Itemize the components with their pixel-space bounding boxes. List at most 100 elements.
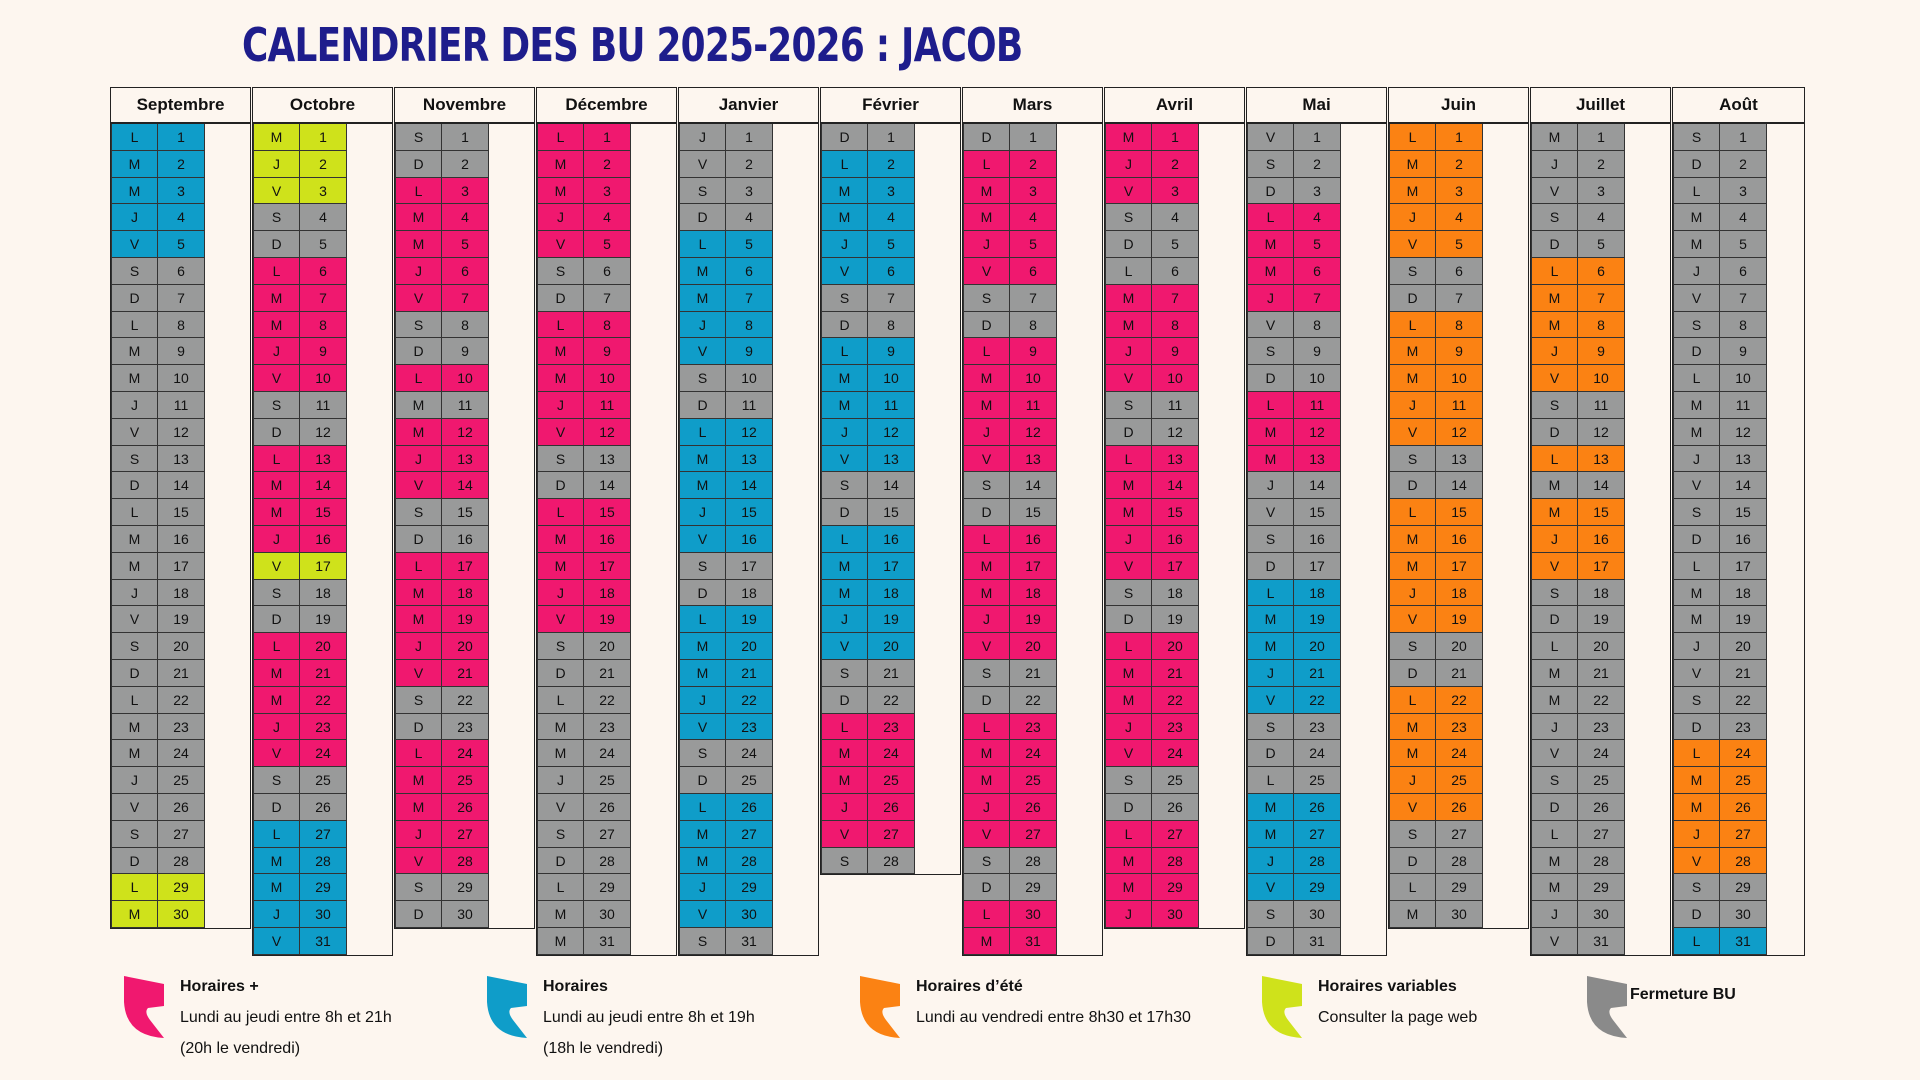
month-header: Avril bbox=[1105, 88, 1244, 124]
day-number: 10 bbox=[868, 365, 915, 392]
blank-cell bbox=[489, 740, 534, 767]
day-row: M 30 bbox=[1389, 901, 1528, 928]
weekday-letter: L bbox=[821, 338, 868, 366]
day-number: 27 bbox=[1720, 820, 1767, 848]
blank-cell bbox=[631, 794, 676, 821]
day-number: 5 bbox=[868, 231, 915, 258]
day-number: 7 bbox=[1578, 284, 1625, 312]
blank-cell bbox=[1199, 285, 1244, 312]
blank-cell bbox=[631, 821, 676, 848]
weekday-letter: D bbox=[963, 124, 1010, 151]
blank-cell bbox=[205, 714, 250, 741]
weekday-letter: V bbox=[1105, 740, 1152, 768]
month-header: Mai bbox=[1247, 88, 1386, 124]
day-row: J 30 bbox=[253, 901, 392, 928]
blank-cell bbox=[1625, 338, 1670, 365]
day-row: L 19 bbox=[679, 606, 818, 634]
day-row: M 20 bbox=[679, 633, 818, 660]
page-title: CALENDRIER DES BU 2025-2026 : JACOB bbox=[242, 18, 1023, 72]
day-row: D 16 bbox=[1673, 525, 1804, 553]
weekday-letter: M bbox=[111, 365, 158, 392]
blank-cell bbox=[915, 365, 960, 392]
legend-swatch-icon bbox=[1262, 976, 1302, 1038]
day-row: D 19 bbox=[253, 606, 392, 634]
blank-cell bbox=[915, 338, 960, 365]
weekday-letter: V bbox=[253, 552, 300, 580]
blank-cell bbox=[347, 580, 392, 607]
blank-cell bbox=[915, 124, 960, 151]
weekday-letter: M bbox=[395, 606, 442, 634]
day-number: 6 bbox=[584, 257, 631, 285]
day-number: 14 bbox=[1578, 472, 1625, 500]
weekday-letter: S bbox=[821, 847, 868, 875]
day-number: 30 bbox=[726, 901, 773, 928]
weekday-letter: D bbox=[821, 686, 868, 714]
weekday-letter: M bbox=[1105, 847, 1152, 875]
weekday-letter: J bbox=[1389, 204, 1436, 232]
weekday-letter: J bbox=[253, 525, 300, 553]
day-number: 12 bbox=[868, 418, 915, 446]
day-number: 25 bbox=[1578, 767, 1625, 794]
blank-cell bbox=[1057, 178, 1102, 205]
blank-cell bbox=[1341, 580, 1386, 607]
blank-cell bbox=[631, 258, 676, 285]
day-row: M 12 bbox=[1673, 418, 1804, 446]
day-number: 10 bbox=[1294, 365, 1341, 392]
weekday-letter: S bbox=[1531, 204, 1578, 232]
day-row: V 26 bbox=[111, 793, 250, 821]
blank-cell bbox=[347, 687, 392, 714]
blank-cell bbox=[347, 151, 392, 178]
day-number: 1 bbox=[868, 124, 915, 151]
day-row: V 14 bbox=[395, 472, 534, 500]
blank-cell bbox=[1199, 553, 1244, 580]
blank-cell bbox=[915, 312, 960, 339]
weekday-letter: M bbox=[963, 927, 1010, 955]
blank-cell bbox=[1057, 124, 1102, 151]
day-number: 17 bbox=[1720, 552, 1767, 580]
weekday-letter: V bbox=[395, 847, 442, 875]
blank-cell bbox=[915, 633, 960, 660]
weekday-letter: J bbox=[1389, 391, 1436, 419]
weekday-letter: V bbox=[1673, 284, 1720, 312]
day-number: 7 bbox=[584, 284, 631, 312]
day-row: S 25 bbox=[253, 767, 392, 794]
blank-cell bbox=[1341, 606, 1386, 633]
day-row: V 10 bbox=[1105, 365, 1244, 392]
day-number: 7 bbox=[1294, 284, 1341, 312]
day-row: D 29 bbox=[963, 874, 1102, 902]
day-number: 12 bbox=[584, 418, 631, 446]
weekday-letter: V bbox=[963, 257, 1010, 285]
blank-cell bbox=[1625, 687, 1670, 714]
blank-cell bbox=[1341, 365, 1386, 392]
weekday-letter: J bbox=[1389, 579, 1436, 607]
day-number: 31 bbox=[300, 927, 347, 955]
day-row: D 17 bbox=[1247, 552, 1386, 580]
day-number: 4 bbox=[1578, 204, 1625, 232]
day-row: L 23 bbox=[963, 713, 1102, 741]
day-number: 6 bbox=[726, 257, 773, 285]
day-number: 11 bbox=[584, 391, 631, 419]
blank-cell bbox=[489, 633, 534, 660]
day-number: 6 bbox=[442, 257, 489, 285]
day-number: 18 bbox=[1720, 579, 1767, 607]
weekday-letter: S bbox=[111, 633, 158, 660]
weekday-letter: V bbox=[537, 793, 584, 821]
weekday-letter: D bbox=[1531, 606, 1578, 634]
day-number: 9 bbox=[1294, 338, 1341, 366]
day-number: 10 bbox=[300, 365, 347, 392]
day-number: 15 bbox=[1578, 499, 1625, 526]
weekday-letter: J bbox=[253, 150, 300, 178]
blank-cell bbox=[1341, 472, 1386, 499]
day-number: 22 bbox=[1294, 686, 1341, 714]
weekday-letter: D bbox=[1673, 713, 1720, 741]
day-row: M 21 bbox=[253, 659, 392, 687]
